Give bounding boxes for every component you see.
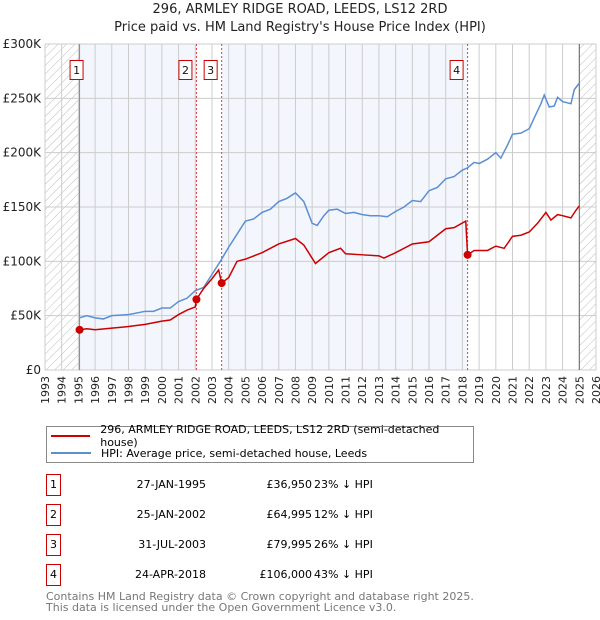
sale-point — [75, 325, 84, 334]
x-tick-label: 2001 — [173, 376, 186, 404]
legend-label: 296, ARMLEY RIDGE ROAD, LEEDS, LS12 2RD … — [100, 423, 440, 449]
sale-point — [463, 250, 472, 259]
transaction-price: £79,995 — [266, 538, 313, 551]
sale-label: 2 — [182, 64, 189, 77]
legend: 296, ARMLEY RIDGE ROAD, LEEDS, LS12 2RD … — [46, 423, 474, 463]
transaction-hpi-diff: 26% ↓ HPI — [314, 538, 373, 551]
x-tick-label: 2012 — [356, 376, 369, 404]
x-tick-label: 2007 — [273, 376, 286, 404]
property-price-line — [79, 205, 580, 331]
x-tick-label: 2017 — [440, 376, 453, 404]
transaction-row: 1 27-JAN-1995 £36,950 23% ↓ HPI — [46, 474, 446, 496]
price-chart: 1 2 3 4 1993 1994 1995 1996 1997 1998 1999 2000 2001… — [3, 37, 600, 404]
transaction-marker: 4 — [46, 564, 61, 586]
transaction-price: £106,000 — [259, 568, 313, 581]
y-tick-label: £300K — [3, 37, 43, 51]
x-tick-label: 2000 — [156, 376, 169, 404]
transaction-date: 27-JAN-1995 — [136, 478, 206, 491]
sale-label: 1 — [73, 64, 80, 77]
transaction-marker: 3 — [46, 534, 61, 556]
x-tick-label: 2013 — [373, 376, 386, 404]
x-tick-label: 2002 — [189, 376, 202, 404]
x-tick-label: 2008 — [289, 376, 302, 404]
transaction-row: 2 25-JAN-2002 £64,995 12% ↓ HPI — [46, 504, 446, 526]
sale-label: 4 — [453, 64, 460, 77]
x-tick-label: 2011 — [340, 376, 353, 404]
transaction-hpi-diff: 43% ↓ HPI — [314, 568, 373, 581]
x-tick-label: 2005 — [239, 376, 252, 404]
footer-copyright: Contains HM Land Registry data © Crown c… — [46, 590, 474, 603]
transaction-row: 4 24-APR-2018 £106,000 43% ↓ HPI — [46, 564, 446, 586]
y-tick-label: £150K — [3, 200, 43, 214]
transaction-marker: 1 — [46, 474, 61, 496]
x-tick-label: 2022 — [523, 376, 536, 404]
sale-label-box — [69, 60, 84, 80]
transaction-date: 24-APR-2018 — [134, 568, 206, 581]
chart-title: 296, ARMLEY RIDGE ROAD, LEEDS, LS12 2RD — [152, 2, 448, 17]
sale-label: 3 — [207, 64, 214, 77]
x-tick-label: 2024 — [557, 376, 570, 404]
sale-label-box — [178, 60, 193, 80]
x-tick-label: 2023 — [540, 376, 553, 404]
legend-item-property: 296, ARMLEY RIDGE ROAD, LEEDS, LS12 2RD … — [51, 423, 473, 449]
x-tick-label: 2021 — [507, 376, 520, 404]
x-tick-label: 1995 — [72, 376, 85, 404]
x-tick-label: 2004 — [223, 376, 236, 404]
y-tick-label: £50K — [10, 309, 42, 323]
x-tick-label: 2018 — [456, 376, 469, 404]
x-tick-label: 1993 — [39, 376, 52, 404]
y-tick-label: £200K — [3, 146, 43, 160]
transaction-marker: 2 — [46, 504, 61, 526]
legend-swatch-blue — [51, 452, 91, 454]
transaction-price: £64,995 — [266, 508, 313, 521]
x-tick-label: 1997 — [106, 376, 119, 404]
legend-swatch-red — [51, 435, 91, 437]
x-tick-label: 1999 — [139, 376, 152, 404]
x-tick-label: 2026 — [590, 376, 600, 404]
transaction-price: £36,950 — [266, 478, 313, 491]
footer-licence: This data is licensed under the Open Gov… — [46, 601, 397, 614]
x-tick-label: 1994 — [56, 376, 69, 404]
transaction-hpi-diff: 12% ↓ HPI — [314, 508, 373, 521]
sale-point — [217, 279, 226, 288]
x-tick-label: 2003 — [206, 376, 219, 404]
sale-point — [192, 295, 201, 304]
x-tick-label: 2019 — [473, 376, 486, 404]
y-tick-label: £100K — [3, 254, 43, 268]
x-tick-label: 2014 — [390, 376, 403, 404]
x-tick-label: 1998 — [122, 376, 135, 404]
x-tick-label: 2010 — [323, 376, 336, 404]
transaction-date: 25-JAN-2002 — [136, 508, 206, 521]
transaction-row: 3 31-JUL-2003 £79,995 26% ↓ HPI — [46, 534, 446, 556]
legend-item-hpi: HPI: Average price, semi-detached house,… — [51, 445, 367, 461]
sale-label-box — [203, 60, 218, 80]
y-tick-label: £0 — [26, 363, 41, 377]
legend-label: HPI: Average price, semi-detached house,… — [101, 446, 368, 460]
hpi-line — [79, 82, 580, 320]
x-tick-label: 2025 — [573, 376, 586, 404]
x-tick-label: 2020 — [490, 376, 503, 404]
chart-subtitle: Price paid vs. HM Land Registry's House … — [114, 20, 486, 35]
x-tick-label: 2006 — [256, 376, 269, 404]
x-tick-label: 2015 — [406, 376, 419, 404]
x-tick-label: 2016 — [423, 376, 436, 404]
y-tick-label: £250K — [3, 91, 43, 105]
transaction-date: 31-JUL-2003 — [138, 538, 206, 551]
sale-label-box — [449, 60, 464, 80]
x-tick-label: 1996 — [89, 376, 102, 404]
transaction-hpi-diff: 23% ↓ HPI — [314, 478, 373, 491]
x-tick-label: 2009 — [306, 376, 319, 404]
